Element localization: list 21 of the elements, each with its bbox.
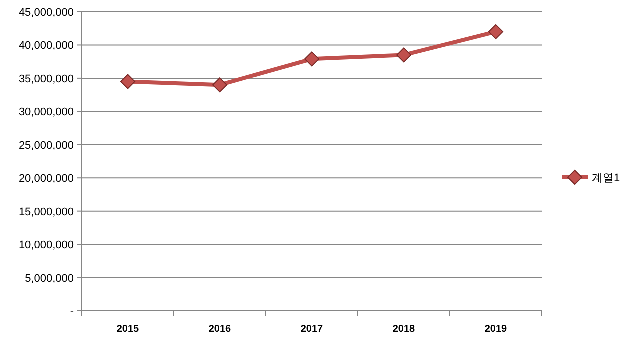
y-tick-label: 15,000,000 — [18, 206, 74, 218]
legend-label: 계열1 — [592, 172, 620, 184]
point — [488, 24, 504, 40]
y-tick-label: 20,000,000 — [18, 173, 74, 186]
x-tick-label: 2019 — [484, 324, 508, 335]
x-tick-label: 2016 — [208, 324, 232, 335]
y-tick-label: 30,000,000 — [18, 106, 74, 119]
y-tick-label: 25,000,000 — [18, 140, 74, 152]
y-tick-label: 40,000,000 — [18, 40, 74, 52]
y-tick-label: - — [70, 306, 74, 318]
y-tick-label: 35,000,000 — [18, 73, 74, 86]
point — [396, 48, 412, 63]
point — [120, 74, 136, 90]
x-tick-label: 2018 — [392, 324, 416, 335]
y-tick-label: 45,000,000 — [18, 7, 74, 19]
x-tick-label: 2017 — [300, 324, 324, 335]
x-tick-label: 2015 — [116, 324, 140, 335]
point — [304, 52, 320, 67]
point — [212, 78, 228, 93]
y-tick-label: 5,000,000 — [25, 272, 74, 285]
y-tick-label: 10,000,000 — [18, 240, 74, 252]
